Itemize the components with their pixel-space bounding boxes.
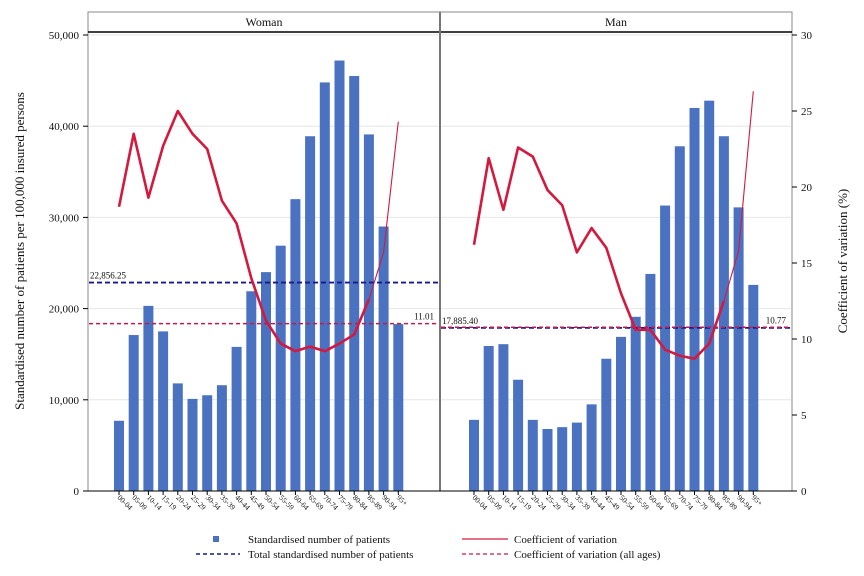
cv-lines [117, 91, 754, 361]
bars [114, 60, 759, 492]
reference-lines: 22,856.25 11.01 17,885.40 10.77 [89, 271, 791, 329]
bar-man-10 [616, 336, 626, 491]
bar-man-19 [748, 284, 759, 491]
cv-all-label-woman: 11.01 [414, 312, 434, 322]
bar-woman-5 [187, 398, 198, 491]
legend-bars: Standardised number of patients [248, 534, 390, 546]
bar-man-3 [513, 379, 524, 491]
bar-woman-11 [275, 245, 286, 491]
y-tick-label: 20,000 [49, 304, 80, 316]
bar-man-16 [704, 100, 715, 491]
bar-woman-16 [349, 76, 360, 491]
bar-woman-7 [216, 385, 227, 491]
y-tick-label: 10,000 [49, 395, 80, 407]
panel-man-title: Man [605, 15, 627, 29]
bar-man-9 [601, 358, 612, 491]
bar-woman-10 [261, 272, 271, 491]
bar-man-7 [571, 422, 582, 491]
bar-man-14 [674, 146, 685, 491]
bar-man-2 [498, 344, 509, 491]
bar-woman-2 [143, 305, 154, 491]
legend-bar-swatch [213, 536, 219, 542]
axes: 0 10,000 20,000 30,000 40,000 50,000 0 5 10 15 20 2… [49, 30, 813, 498]
bar-woman-1 [128, 335, 139, 491]
legend-cv: Coefficient of variation [514, 534, 618, 546]
bar-woman-18 [378, 226, 389, 491]
bar-man-15 [689, 107, 700, 492]
cv-line-woman [117, 109, 371, 353]
bar-man-11 [630, 316, 641, 491]
bar-woman-0 [114, 420, 124, 491]
bar-woman-3 [158, 331, 169, 491]
cv-line-tail-man [723, 91, 754, 302]
y-axis-label: Standardised number of patients per 100,… [12, 92, 27, 410]
y2-tick-label: 30 [801, 30, 813, 42]
total-label-woman: 22,856.25 [90, 271, 127, 281]
y2-tick-label: 20 [801, 182, 813, 194]
bar-man-18 [733, 207, 744, 492]
y-tick-label: 30,000 [49, 212, 80, 224]
y-tick-label: 40,000 [49, 121, 80, 133]
bar-man-4 [527, 419, 538, 491]
bar-woman-17 [363, 134, 374, 491]
y2-tick-label: 25 [801, 106, 813, 118]
y2-tick-label: 10 [801, 334, 813, 346]
y-tick-label: 50,000 [49, 30, 80, 42]
bar-man-5 [542, 428, 553, 491]
legend-cv-all: Coefficient of variation (all ages) [514, 549, 661, 561]
y-tick-label: 0 [74, 486, 80, 498]
y2-axis-label: Coefficient of variation (%) [835, 189, 850, 334]
bar-woman-13 [305, 136, 316, 491]
bar-woman-12 [290, 199, 301, 491]
legend-total: Total standardised number of patients [248, 549, 413, 561]
panel-woman-title: Woman [245, 15, 282, 29]
y2-tick-label: 5 [801, 410, 807, 422]
bar-woman-9 [246, 291, 257, 491]
bar-woman-6 [202, 395, 213, 491]
cv-line-man [472, 146, 726, 361]
y2-tick-label: 15 [801, 258, 813, 270]
y2-tick-label: 0 [801, 486, 807, 498]
bar-man-17 [718, 136, 729, 491]
bar-man-6 [557, 427, 568, 491]
bar-man-1 [483, 345, 494, 491]
bar-man-8 [586, 404, 597, 491]
bar-man-0 [469, 419, 479, 491]
bar-woman-14 [319, 82, 330, 491]
bar-woman-8 [231, 346, 242, 491]
legend: Standardised number of patients Coeffici… [196, 534, 661, 561]
cv-line-tail-woman [368, 121, 399, 300]
bar-woman-15 [334, 60, 345, 491]
cv-all-label-man: 10.77 [766, 315, 787, 325]
bar-woman-4 [172, 383, 183, 491]
bar-woman-19 [393, 324, 404, 491]
bar-man-12 [645, 273, 656, 491]
total-label-man: 17,885.40 [442, 316, 479, 326]
